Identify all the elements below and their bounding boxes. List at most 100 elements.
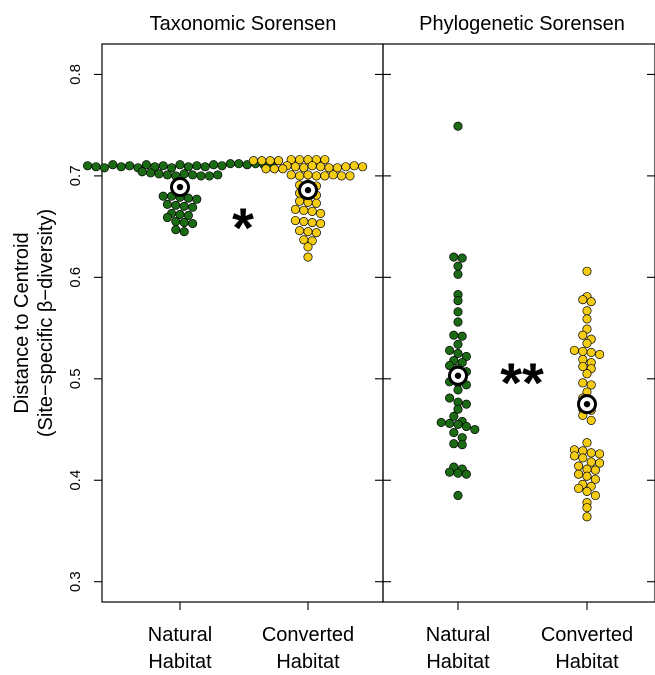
data-point: [453, 261, 463, 271]
data-point: [582, 486, 592, 496]
data-point: [578, 453, 588, 463]
data-point: [311, 171, 321, 181]
data-point: [274, 156, 284, 166]
data-point: [179, 201, 189, 211]
data-point: [586, 297, 596, 307]
data-point: [299, 163, 309, 173]
data-point: [595, 458, 605, 468]
data-point: [316, 162, 326, 172]
data-point: [295, 171, 305, 181]
data-point: [278, 164, 288, 174]
y-axis-title: Distance to Centroid: [11, 232, 33, 413]
data-point: [449, 252, 459, 262]
data-point: [582, 438, 592, 448]
data-point: [328, 170, 338, 180]
data-point: [188, 202, 198, 212]
data-point: [204, 171, 214, 181]
data-point: [217, 161, 227, 171]
x-category-label-line2: Habitat: [148, 651, 212, 673]
data-point: [457, 440, 467, 450]
data-point: [582, 338, 592, 348]
data-point: [248, 156, 258, 166]
data-point: [582, 369, 592, 379]
data-point: [349, 161, 359, 171]
data-point: [200, 162, 210, 172]
data-point: [192, 194, 202, 204]
data-point: [257, 156, 267, 166]
data-point: [574, 469, 584, 479]
data-point: [582, 266, 592, 276]
data-point: [345, 171, 355, 181]
data-point: [295, 226, 305, 236]
data-point: [453, 348, 463, 358]
data-point: [461, 469, 471, 479]
data-point: [158, 191, 168, 201]
data-point: [290, 215, 300, 226]
data-point: [449, 330, 459, 340]
data-point: [311, 228, 321, 238]
data-point: [445, 393, 455, 403]
data-point: [196, 171, 206, 181]
data-point: [146, 168, 156, 178]
data-point: [457, 331, 467, 341]
data-point: [445, 345, 455, 355]
data-point: [307, 161, 317, 171]
data-point: [286, 170, 296, 180]
data-point: [358, 162, 368, 172]
data-point: [116, 162, 126, 172]
data-point: [179, 218, 189, 228]
data-point: [141, 160, 151, 170]
x-category-label-line2: Habitat: [426, 651, 490, 673]
data-point: [595, 449, 605, 459]
data-point: [582, 306, 592, 316]
data-point: [590, 474, 600, 484]
data-point: [265, 156, 275, 166]
y-tick-label: 0.4: [67, 470, 84, 491]
plot-frame-taxonomic: [101, 43, 384, 603]
panel-title-phylogenetic: Phylogenetic Sorensen: [419, 13, 625, 35]
data-point: [453, 269, 463, 279]
data-point: [188, 170, 198, 180]
data-point: [436, 417, 446, 427]
data-point: [453, 296, 463, 306]
data-point: [171, 225, 181, 235]
data-point: [320, 155, 330, 165]
data-points: [83, 121, 605, 522]
x-category-label: Natural: [426, 624, 490, 646]
x-axis-labels: Natural Habitat Converted Habitat Natural Hab…: [148, 602, 633, 673]
data-point: [453, 419, 463, 430]
x-category-label-line2: Habitat: [276, 651, 340, 673]
panel-title-taxonomic: Taxonomic Sorensen: [150, 13, 337, 35]
data-point: [569, 451, 579, 461]
y-tick-label: 0.5: [67, 368, 84, 389]
data-point: [457, 253, 467, 263]
data-point: [234, 159, 244, 169]
data-point: [453, 468, 463, 478]
data-point: [578, 378, 588, 388]
data-point: [453, 121, 463, 131]
y-axis-ticks: 0.3 0.4 0.5 0.6 0.7 0.8: [67, 64, 655, 592]
centroid-marker-dot: [304, 186, 312, 194]
data-point: [303, 252, 313, 262]
data-point: [137, 167, 147, 177]
data-point: [311, 198, 321, 208]
data-point: [461, 421, 471, 432]
centroid-marker-dot: [176, 183, 184, 191]
data-point: [590, 490, 600, 501]
data-point: [154, 169, 164, 179]
data-point: [162, 199, 172, 209]
data-point: [578, 346, 588, 356]
data-point: [209, 160, 219, 170]
centroid-marker-dot: [583, 400, 591, 408]
data-point: [108, 160, 118, 170]
data-point: [188, 219, 198, 229]
data-point: [303, 170, 313, 180]
data-point: [167, 163, 177, 173]
data-point: [586, 380, 596, 390]
data-point: [569, 345, 579, 355]
data-point: [578, 362, 588, 372]
data-point: [213, 170, 223, 180]
data-point: [582, 512, 592, 522]
data-point: [91, 162, 101, 172]
